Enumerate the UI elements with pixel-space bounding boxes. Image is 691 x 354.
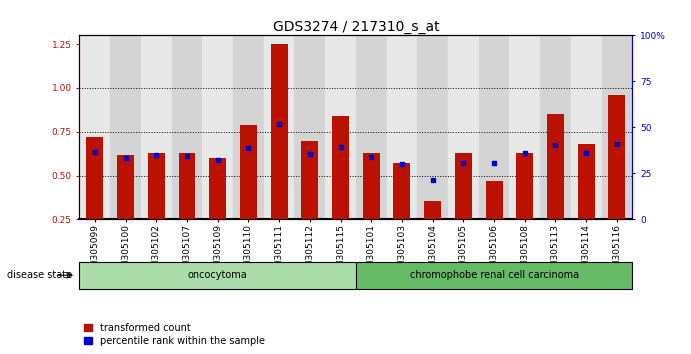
Bar [79, 35, 110, 219]
Bar [448, 35, 479, 219]
Bar [240, 125, 257, 263]
Bar [479, 35, 509, 219]
Bar [325, 35, 356, 219]
Bar [386, 35, 417, 219]
Bar [578, 144, 595, 263]
Bar [455, 153, 472, 263]
Bar [509, 35, 540, 219]
Bar [486, 181, 502, 263]
Bar [233, 35, 264, 219]
Bar [516, 153, 533, 263]
Bar [110, 35, 141, 219]
Bar [547, 114, 564, 263]
Title: GDS3274 / 217310_s_at: GDS3274 / 217310_s_at [272, 21, 439, 34]
Bar [332, 116, 349, 263]
Bar [264, 35, 294, 219]
Bar [609, 95, 625, 263]
Bar [202, 35, 233, 219]
Bar [294, 35, 325, 219]
Bar [148, 153, 164, 263]
Bar [271, 44, 287, 263]
Text: chromophobe renal cell carcinoma: chromophobe renal cell carcinoma [410, 270, 578, 280]
Text: oncocytoma: oncocytoma [188, 270, 247, 280]
Bar [117, 155, 134, 263]
Bar [141, 35, 171, 219]
Bar [540, 35, 571, 219]
Text: disease state: disease state [7, 270, 72, 280]
Bar [171, 35, 202, 219]
Bar [86, 137, 103, 263]
Bar [356, 35, 386, 219]
Bar [417, 35, 448, 219]
Bar [363, 153, 379, 263]
Bar [424, 201, 441, 263]
Legend: transformed count, percentile rank within the sample: transformed count, percentile rank withi… [84, 323, 265, 346]
Bar [178, 153, 196, 263]
Bar [209, 158, 226, 263]
Bar [393, 164, 410, 263]
Bar [301, 141, 319, 263]
Bar [571, 35, 602, 219]
Bar [602, 35, 632, 219]
